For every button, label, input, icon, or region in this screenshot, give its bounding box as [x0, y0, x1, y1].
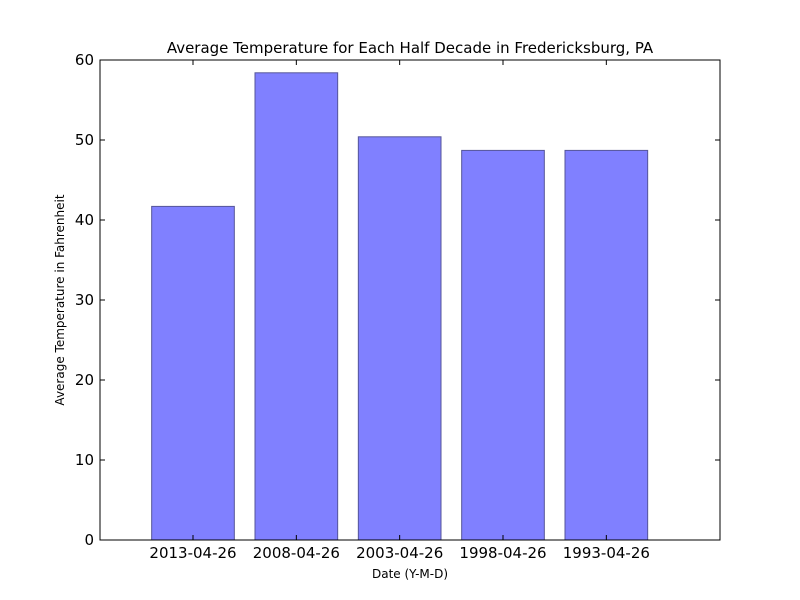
- chart-title: Average Temperature for Each Half Decade…: [167, 39, 654, 57]
- x-tick-label: 2008-04-26: [253, 544, 340, 562]
- bar-2013-04-26: [151, 205, 235, 541]
- y-axis: 0 10 20 30 40 50 60: [75, 51, 720, 549]
- bar-1998-04-26: [461, 149, 545, 541]
- bar-2008-04-26: [254, 72, 339, 541]
- y-tick-label: 60: [75, 51, 94, 69]
- x-axis: 2013-04-26 2008-04-26 2003-04-26 1998-04-26…: [149, 60, 650, 562]
- y-tick-label: 10: [75, 451, 94, 469]
- y-tick-label: 30: [75, 291, 94, 309]
- bars-layer: [151, 72, 649, 541]
- y-tick-label: 20: [75, 371, 94, 389]
- y-tick-label: 40: [75, 211, 94, 229]
- y-tick-label: 50: [75, 131, 94, 149]
- bar-1993-04-26: [564, 149, 649, 541]
- x-tick-label: 2003-04-26: [356, 544, 443, 562]
- x-tick-label: 2013-04-26: [149, 544, 236, 562]
- x-axis-label: Date (Y-M-D): [372, 567, 448, 581]
- y-tick-label: 0: [84, 531, 94, 549]
- bar-2003-04-26: [357, 136, 442, 541]
- x-tick-label: 1993-04-26: [563, 544, 650, 562]
- y-axis-label: Average Temperature in Fahrenheit: [53, 194, 67, 405]
- x-tick-label: 1998-04-26: [459, 544, 546, 562]
